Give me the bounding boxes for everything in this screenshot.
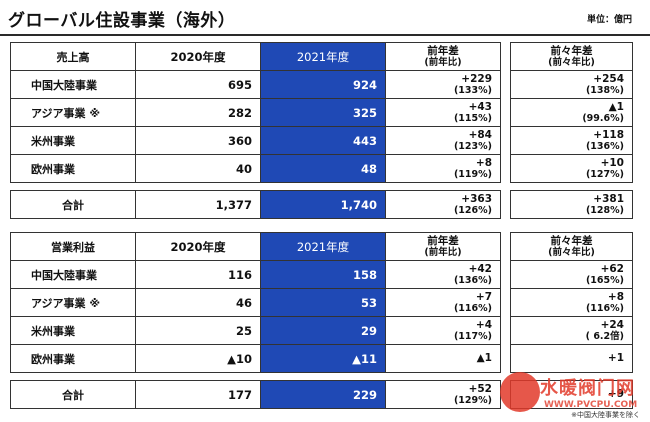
profit-table: 営業利益 2020年度 2021年度 前年差 (前年比) 中国大陸事業 116 1…: [10, 232, 501, 409]
table-row: 米州事業 25 29 +4 (117%): [10, 316, 501, 345]
watermark-url: WWW.PVCPU.COM: [544, 400, 638, 410]
header-yoy: 前年差 (前年比): [385, 42, 501, 71]
header-2021: 2021年度: [260, 42, 386, 71]
header-2020: 2020年度: [135, 42, 261, 71]
table-row: 欧州事業 ▲10 ▲11 ▲1: [10, 344, 501, 373]
header-yoy2: 前々年差 (前々年比): [510, 42, 633, 71]
table-row: 中国大陸事業 116 158 +42 (136%): [10, 260, 501, 289]
total-row: 合計 177 229 +52 (129%): [10, 380, 501, 409]
profit-yoy2-table: 前々年差 (前々年比) +62 (165%) +8 (116%) +24( 6.2倍)…: [510, 232, 633, 409]
watermark-logo-icon: [500, 372, 540, 412]
profit-header-row: 営業利益 2020年度 2021年度 前年差 (前年比): [10, 232, 501, 261]
title-divider: [0, 34, 650, 36]
table-row: 欧州事業 40 48 +8 (119%): [10, 154, 501, 183]
table-row: アジア事業 ※ 46 53 +7 (116%): [10, 288, 501, 317]
sales-table: 売上高 2020年度 2021年度 前年差 (前年比) 中国大陸事業 695 92…: [10, 42, 501, 219]
watermark: 水暖阀门网 WWW.PVCPU.COM: [500, 372, 650, 422]
table-row: アジア事業 ※ 282 325 +43 (115%): [10, 98, 501, 127]
footnote: ※中国大陸事業を除く: [571, 411, 640, 419]
table-row: 中国大陸事業 695 924 +229 (133%): [10, 70, 501, 99]
unit-label: 単位：億円: [586, 15, 632, 25]
total-row: 合計 1,377 1,740 +363 (126%): [10, 190, 501, 219]
table-row: 米州事業 360 443 +84 (123%): [10, 126, 501, 155]
sales-title: 売上高: [10, 42, 136, 71]
sales-header-row: 売上高 2020年度 2021年度 前年差 (前年比): [10, 42, 501, 71]
watermark-text: 水暖阀门网: [540, 378, 635, 399]
sales-yoy2-table: 前々年差 (前々年比) +254 (138%) ▲1 (99.6%) +118 (136…: [510, 42, 633, 219]
page-title: グローバル住設事業（海外）: [8, 11, 236, 31]
profit-title: 営業利益: [10, 232, 136, 261]
